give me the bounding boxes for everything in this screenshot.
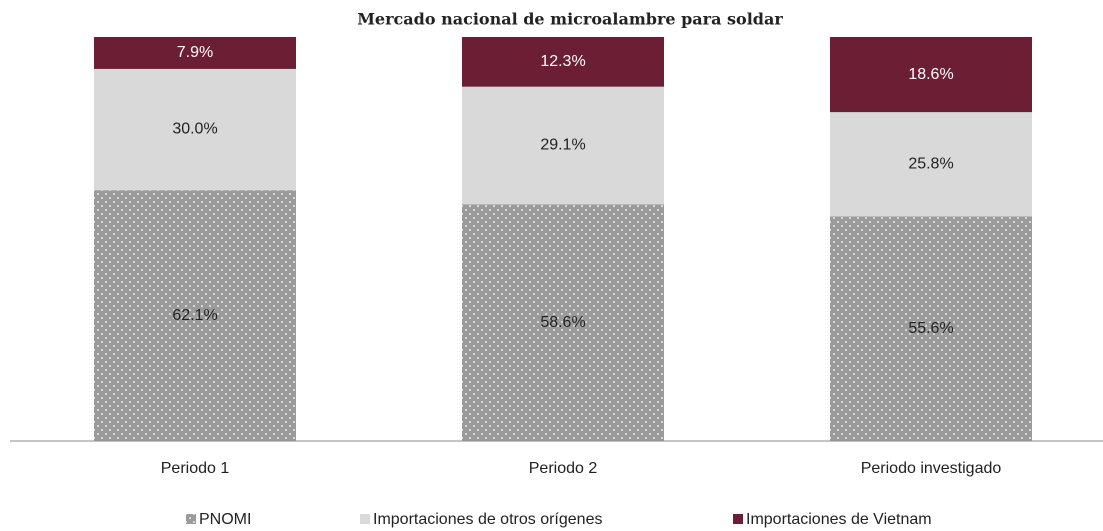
data-label: 18.6%	[908, 66, 953, 83]
legend-label: Importaciones de Vietnam	[746, 511, 932, 528]
bar-segment	[462, 86, 664, 205]
chart-title: Mercado nacional de microalambre para so…	[357, 10, 783, 29]
bar-segment	[830, 216, 1032, 441]
legend-swatch	[186, 514, 196, 524]
bar-segment	[462, 37, 664, 87]
data-label: 12.3%	[540, 53, 585, 70]
data-label: 55.6%	[908, 320, 953, 337]
data-label: 30.0%	[172, 121, 217, 138]
data-label: 29.1%	[540, 137, 585, 154]
legend-label: PNOMI	[199, 511, 251, 528]
bar-segment	[462, 204, 664, 441]
bar-segment	[94, 37, 296, 69]
data-label: 7.9%	[177, 44, 213, 61]
bar-segment	[94, 68, 296, 191]
bar-segment	[830, 37, 1032, 113]
x-tick-label: Periodo 2	[529, 460, 598, 477]
data-label: 62.1%	[172, 307, 217, 324]
legend-label: Importaciones de otros orígenes	[373, 511, 602, 528]
legend-swatch	[360, 514, 370, 524]
bar-segment	[94, 190, 296, 441]
x-tick-label: Periodo investigado	[861, 460, 1002, 477]
x-tick-label: Periodo 1	[161, 460, 230, 477]
bar-segment	[830, 112, 1032, 217]
data-label: 25.8%	[908, 155, 953, 172]
legend-swatch	[733, 514, 743, 524]
data-label: 58.6%	[540, 314, 585, 331]
